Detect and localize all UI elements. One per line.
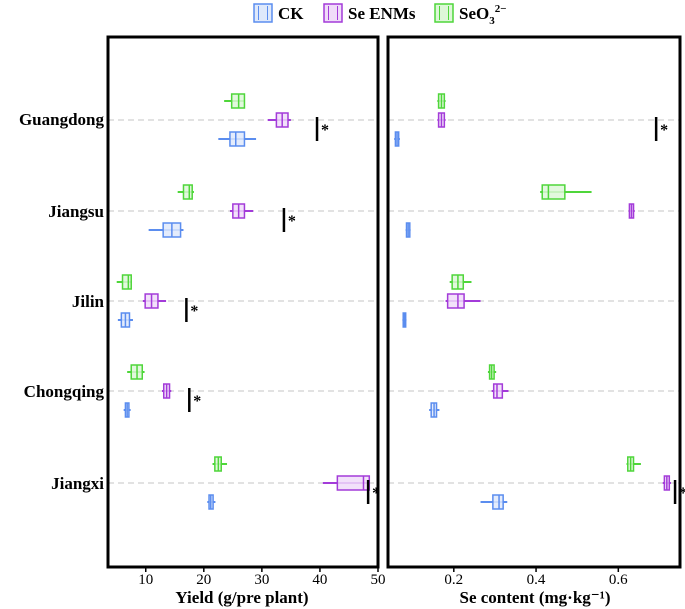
- legend-label-se-enms: Se ENMs: [348, 4, 416, 23]
- province-label-chongqing: Chongqing: [24, 382, 105, 401]
- box-ck-chongqing: [123, 402, 131, 418]
- legend-label-ck: CK: [278, 4, 304, 23]
- legend-swatch-se-enms: [323, 3, 343, 23]
- box-ck-jiangxi: [480, 494, 508, 510]
- box-seo3-2-chongqing: [487, 364, 497, 380]
- box-seo3-2-jiangsu: [177, 184, 194, 200]
- significance-star-jiangxi: *: [372, 485, 380, 502]
- box-body: [121, 274, 132, 290]
- box-seo3-2-jiangsu: [540, 184, 592, 200]
- box-body: [492, 383, 504, 399]
- yield-panel: * * * * * 10 20 30 40 50: [106, 35, 386, 588]
- box-body: [336, 475, 371, 491]
- x-tick-label: 0.6: [609, 572, 628, 588]
- box-ck-jiangxi: [207, 494, 216, 510]
- box-seo3-2-jiangxi: [212, 456, 228, 472]
- legend: CK Se ENMs SeO32−: [253, 3, 507, 27]
- box-ck-jilin: [402, 312, 407, 328]
- legend-swatch-ck: [253, 3, 273, 23]
- x-tick-label: 30: [254, 572, 269, 588]
- province-label-guangdong: Guangdong: [19, 110, 105, 129]
- legend-label-seo3: SeO32−: [459, 3, 507, 27]
- box-ck-guangdong: [218, 131, 257, 147]
- se-content-panel: * * 0.2 0.4 0.6: [386, 35, 685, 588]
- box-ck-jiangsu: [148, 222, 184, 238]
- box-seo3-2-guangdong: [224, 93, 246, 109]
- box-ck-guangdong: [394, 131, 400, 147]
- box-se-enms-chongqing: [491, 383, 509, 399]
- province-label-jiangsu: Jiangsu: [48, 202, 104, 221]
- significance-star-guangdong: *: [321, 122, 329, 139]
- box-seo3-2-chongqing: [127, 364, 145, 380]
- box-se-enms-jiangxi: [322, 475, 371, 491]
- significance-star-chongqing: *: [193, 393, 201, 410]
- box-se-enms-jiangsu: [229, 203, 254, 219]
- box-seo3-2-jilin: [116, 274, 132, 290]
- box-ck-chongqing: [429, 402, 440, 418]
- box-seo3-2-jiangxi: [626, 456, 641, 472]
- legend-item-seo3: SeO32−: [434, 3, 507, 27]
- box-se-enms-guangdong: [437, 112, 446, 128]
- box-body: [182, 184, 193, 200]
- box-se-enms-jiangsu: [628, 203, 635, 219]
- x-tick-label: 0.2: [444, 572, 463, 588]
- box-se-enms-jilin: [445, 293, 481, 309]
- box-seo3-2-jilin: [449, 274, 472, 290]
- province-label-jiangxi: Jiangxi: [51, 474, 104, 493]
- box-body: [446, 293, 465, 309]
- significance-star-guangdong: *: [660, 122, 668, 139]
- x-tick-label: 10: [138, 572, 153, 588]
- significance-star-jiangsu: *: [288, 213, 296, 230]
- legend-item-ck: CK: [253, 3, 304, 23]
- box-body: [492, 494, 504, 510]
- box-body: [541, 184, 566, 200]
- province-label-jilin: Jilin: [72, 292, 105, 311]
- panel-frame: [106, 35, 380, 569]
- legend-swatch-seo3: [434, 3, 454, 23]
- box-ck-jilin: [117, 312, 133, 328]
- legend-item-se-enms: Se ENMs: [323, 3, 416, 23]
- province-labels: Guangdong Jiangsu Jilin Chongqing Jiangx…: [19, 110, 105, 493]
- yield-axis-title: Yield (g/pre plant): [175, 588, 308, 607]
- x-tick-label: 0.4: [527, 572, 546, 588]
- panel-frame: [386, 35, 682, 569]
- box-se-enms-jilin: [142, 293, 167, 309]
- x-tick-label: 40: [312, 572, 327, 588]
- x-tick-label: 20: [196, 572, 211, 588]
- box-ck-jiangsu: [405, 222, 411, 238]
- box-se-enms-jiangxi: [662, 475, 671, 491]
- box-seo3-2-guangdong: [437, 93, 446, 109]
- x-tick-label: 50: [371, 572, 386, 588]
- se-content-axis-title: Se content (mg·kg⁻¹): [460, 588, 611, 607]
- significance-star-jilin: *: [190, 303, 198, 320]
- box-se-enms-guangdong: [267, 112, 291, 128]
- box-body: [229, 131, 246, 147]
- box-se-enms-chongqing: [162, 383, 172, 399]
- significance-star-jiangxi: *: [679, 485, 685, 502]
